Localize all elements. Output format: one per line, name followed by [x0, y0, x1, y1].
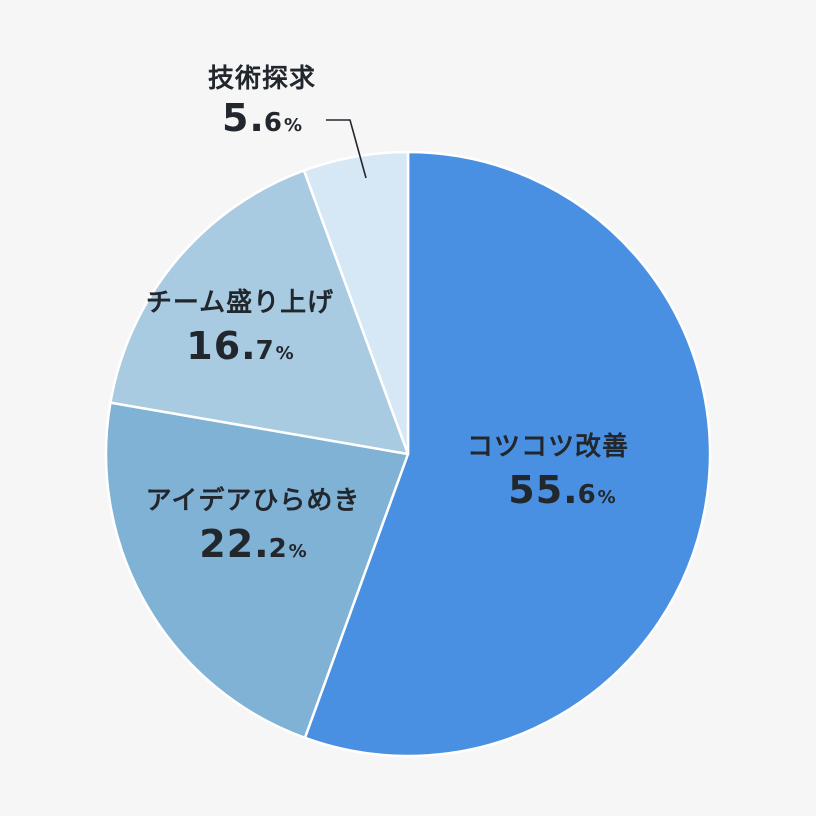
pie-slice: [303, 150, 712, 758]
slice-value: 16.7%: [186, 324, 294, 368]
slice-value: 22.2%: [199, 522, 307, 566]
pie-slice: [104, 401, 410, 740]
slice-label-tech: 技術探求 5.6%: [208, 62, 316, 146]
leader-line: [326, 119, 367, 179]
slice-name: アイデアひらめき: [145, 486, 361, 516]
slice-label-team: チーム盛り上げ 16.7%: [146, 286, 334, 374]
slice-name: 技術探求: [207, 64, 317, 94]
slice-label-kotsukotsu: コツコツ改善 55.6%: [467, 430, 629, 518]
pie-slice: [302, 150, 410, 456]
slice-label-idea: アイデアひらめき 22.2%: [146, 484, 361, 572]
slice-value: 5.6%: [221, 96, 303, 140]
slice-value: 55.6%: [508, 468, 616, 512]
pie-slice: [109, 169, 410, 456]
slice-name: コツコツ改善: [466, 432, 630, 462]
slice-name: チーム盛り上げ: [145, 288, 335, 318]
